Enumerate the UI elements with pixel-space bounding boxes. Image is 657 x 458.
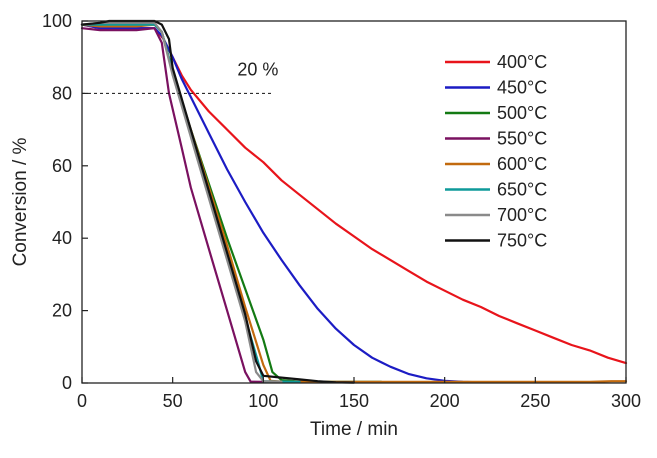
y-tick-label: 60 — [52, 156, 72, 176]
y-tick-label: 80 — [52, 83, 72, 103]
x-axis-title: Time / min — [310, 419, 398, 440]
legend-label: 550°C — [497, 129, 547, 149]
y-tick-label: 20 — [52, 301, 72, 321]
legend-label: 750°C — [497, 231, 547, 251]
x-tick-label: 200 — [430, 391, 460, 411]
series-layer — [80, 19, 628, 384]
y-tick-label: 100 — [42, 11, 72, 31]
legend-label: 500°C — [497, 103, 547, 123]
y-axis-ticks: 0 20 40 60 80 100 — [42, 11, 88, 393]
legend-label: 400°C — [497, 52, 547, 72]
legend: 400°C 450°C 500°C 550°C 600°C 650°C 700°C 750°C — [445, 52, 547, 251]
y-tick-label: 40 — [52, 228, 72, 248]
legend-label: 650°C — [497, 180, 547, 200]
x-tick-label: 150 — [339, 391, 369, 411]
legend-label: 600°C — [497, 154, 547, 174]
x-axis-ticks: 0 50 100 150 200 250 300 — [77, 377, 641, 411]
x-tick-label: 300 — [611, 391, 641, 411]
y-tick-label: 0 — [62, 373, 72, 393]
x-tick-label: 50 — [163, 391, 183, 411]
legend-label: 450°C — [497, 78, 547, 98]
x-tick-label: 0 — [77, 391, 87, 411]
legend-label: 700°C — [497, 205, 547, 225]
reference-annotation: 20 % — [237, 59, 278, 79]
y-axis-title: Conversion / % — [10, 137, 31, 266]
x-tick-label: 100 — [248, 391, 278, 411]
series-line-6 — [80, 21, 283, 383]
x-tick-label: 250 — [520, 391, 550, 411]
